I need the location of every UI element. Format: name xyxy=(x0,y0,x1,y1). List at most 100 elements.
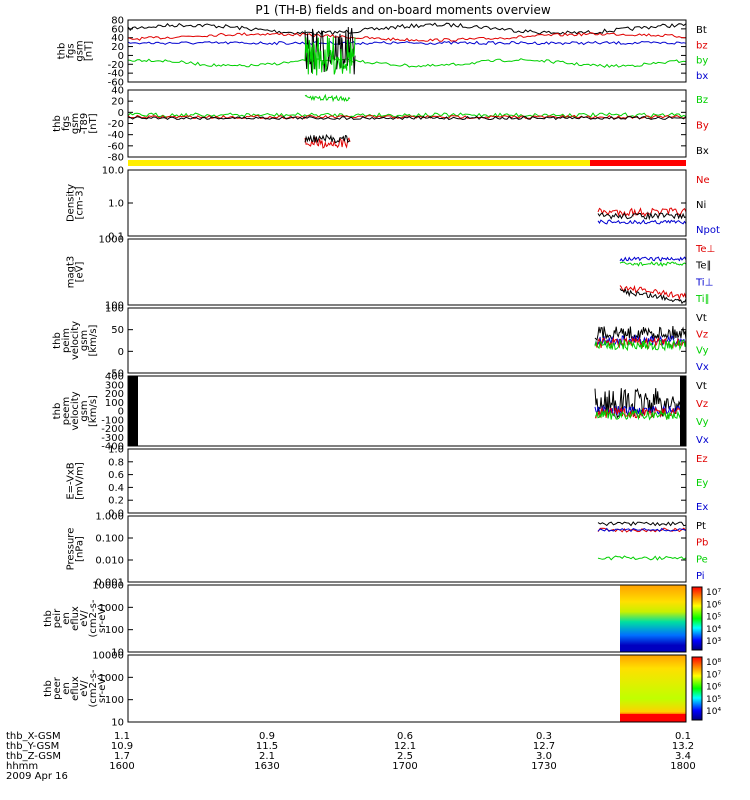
panel-tick-label: -400 xyxy=(101,442,124,453)
panel-tick-label: 20 xyxy=(111,97,124,108)
panel-ylabel: magt3 xyxy=(66,256,77,289)
series-burst xyxy=(304,133,351,144)
legend-entry: Vx xyxy=(696,435,709,446)
panel-tick-label: -100 xyxy=(101,415,124,426)
series-Pi xyxy=(597,527,687,533)
series-Vy xyxy=(594,339,687,352)
legend-entry: Vt xyxy=(696,313,707,324)
legend-entry: Vx xyxy=(696,362,709,373)
panel-ylabel: E=-VxB xyxy=(66,462,77,499)
colorbar-label: 10⁴ xyxy=(706,625,721,635)
panel-ylabel: [cm-3] xyxy=(75,186,86,219)
panel-ylabel: peir xyxy=(52,608,63,628)
colorbar-label: 10³ xyxy=(706,637,721,647)
panel-tick-label: 100 xyxy=(105,301,124,312)
panel-tick-label: 1.000 xyxy=(95,512,124,523)
series-Bz xyxy=(127,112,687,118)
footer-row-label: thb_Z-GSM xyxy=(6,751,61,762)
panel-ylabel: peer xyxy=(52,676,63,700)
panel-ylabel: gsm xyxy=(79,400,90,421)
panel-ylabel: velocity xyxy=(70,321,81,360)
panel-tick-label: 40 xyxy=(111,86,124,97)
panel-ylabel: gsm xyxy=(70,113,81,134)
series-bz xyxy=(127,32,686,42)
legend-entry: Te⊥ xyxy=(695,244,715,255)
panel-tick-label: 0.4 xyxy=(108,483,124,494)
legend-entry: Pi xyxy=(696,571,705,582)
status-bar-red xyxy=(590,160,686,166)
panel-ylabel: -T89 xyxy=(79,113,90,135)
panel-ylabel: peem xyxy=(61,397,72,425)
series-Vy xyxy=(594,408,687,422)
footer-row-label: thb_Y-GSM xyxy=(6,741,59,752)
panel-tick-label: 0.010 xyxy=(95,556,124,567)
series-Ti-par xyxy=(619,261,687,268)
panel-ylabel: peim xyxy=(61,328,72,353)
panel-ylabel: fgs xyxy=(61,116,72,131)
panel-ylabel: sr-eV) xyxy=(97,674,108,703)
colorbar-label: 10⁴ xyxy=(706,707,721,717)
series-Ne xyxy=(597,207,687,218)
legend-entry: Bz xyxy=(696,95,708,106)
panel-tick-label: 1.0 xyxy=(108,445,124,456)
panel-tick-label: -60 xyxy=(108,78,124,89)
panel-4: magt3[eV] 1000 100 Te⊥ Te∥ Ti⊥ Ti∥ xyxy=(66,235,716,312)
panel-ylabel: Density xyxy=(66,184,77,222)
panel-tick-label: 200 xyxy=(105,389,124,400)
panel-tick-label: 10 xyxy=(111,648,124,659)
series-Ti-perp xyxy=(619,256,687,262)
panel-ylabel: velocity xyxy=(70,391,81,430)
footer-value: 1800 xyxy=(670,761,695,772)
footer-value: 10.9 xyxy=(111,741,133,752)
spectrogram-block xyxy=(620,585,686,652)
colorbar-label: 10⁸ xyxy=(706,658,721,668)
legend-entry: Te∥ xyxy=(695,261,712,272)
panel-frame xyxy=(127,515,687,583)
panel-tick-label: -200 xyxy=(101,424,124,435)
panel-ylabel: [mV/m] xyxy=(75,462,86,500)
panel-tick-label: 0.1 xyxy=(108,232,124,243)
footer-value: 11.5 xyxy=(256,741,278,752)
panel-ylabel: [km/s] xyxy=(88,395,99,427)
footer-value: 1730 xyxy=(531,761,556,772)
legend-entry: bx xyxy=(696,71,708,82)
panel-tick-label: 0 xyxy=(118,51,124,62)
panel-tick-label: 40 xyxy=(111,33,124,44)
spectrogram-block xyxy=(620,655,686,722)
panel-tick-label: -20 xyxy=(108,60,124,71)
legend-entry: bz xyxy=(696,40,708,51)
panel-tick-label: -300 xyxy=(101,433,124,444)
panel-tick-label: 0.8 xyxy=(108,457,124,468)
panel-fill-block xyxy=(680,376,686,446)
panel-ylabel: thb xyxy=(52,332,63,349)
series-Vt xyxy=(594,326,687,342)
footer-value: 3.0 xyxy=(536,751,552,762)
footer-row-label: thb_X-GSM xyxy=(6,731,61,742)
footer-value: 1700 xyxy=(392,761,417,772)
footer-value: 2.5 xyxy=(397,751,413,762)
legend-entry: Ni xyxy=(696,200,706,211)
series-Ni xyxy=(597,211,687,221)
footer-value: 0.1 xyxy=(675,731,691,742)
panel-tick-label: -50 xyxy=(108,369,124,380)
panel-tick-label: 10.0 xyxy=(102,166,124,177)
panel-tick-label: 100 xyxy=(105,398,124,409)
panel-tick-label: 0 xyxy=(118,108,124,119)
legend-entry: Pe xyxy=(696,554,708,565)
footer-row-label: hhmm xyxy=(6,761,38,772)
panel-ylabel: gsm xyxy=(75,40,86,61)
legend-entry: Bx xyxy=(696,146,709,157)
panel-frame xyxy=(127,654,687,723)
footer-value: 3.4 xyxy=(675,751,691,762)
panel-ylabel: (cm2-s- xyxy=(88,599,99,637)
colorbar-label: 10⁵ xyxy=(706,613,721,623)
panel-frame xyxy=(127,169,687,237)
panel-7: E=-VxB[mV/m] 1.00.8 0.6 0.4 0.2 0.0 Ez Ey Ex xyxy=(66,445,709,520)
panel-tick-label: 50 xyxy=(111,325,124,336)
series-Bt xyxy=(127,22,687,36)
panel-ylabel: [nPa] xyxy=(75,536,86,562)
